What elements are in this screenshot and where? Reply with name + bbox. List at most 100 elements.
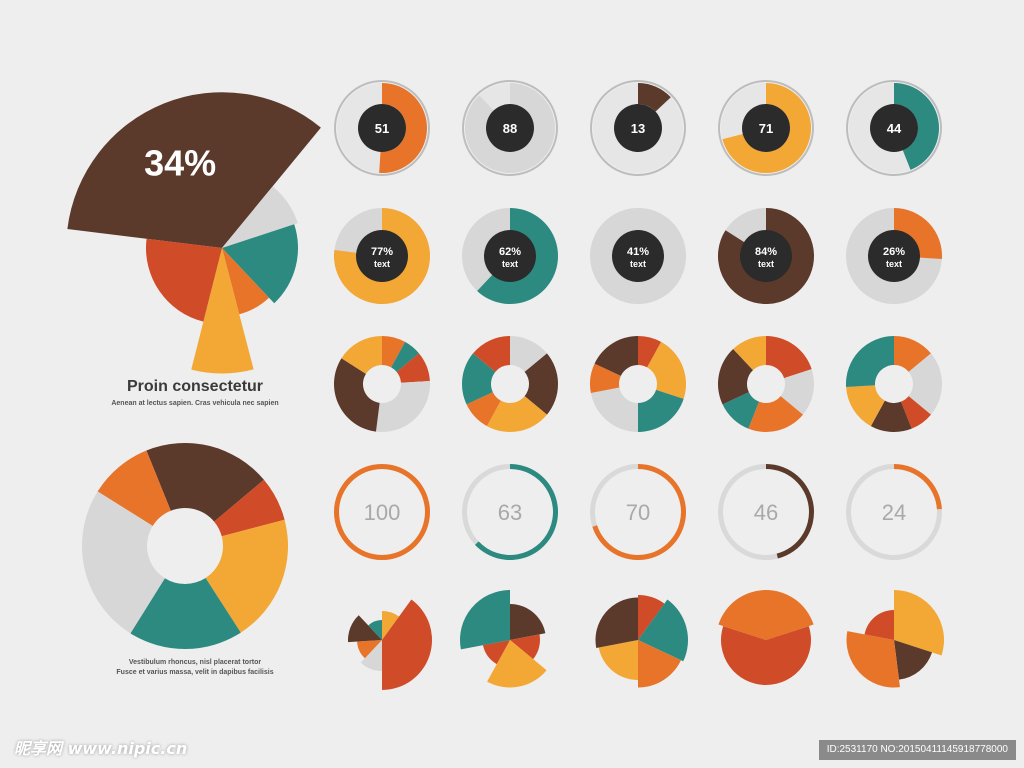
exploded-pie-slice-brown (595, 597, 638, 648)
exploded-pie-slice-red (638, 595, 665, 640)
segmented-donut-segment-gray (590, 387, 638, 432)
progress-ring-value-label: 46 (754, 500, 778, 525)
percent-donut-center (740, 230, 792, 282)
segmented-donut-segment-brown (524, 353, 558, 415)
segmented-donut-segment-brown (718, 349, 753, 405)
percent-donut-arc (717, 208, 814, 305)
numbered-donut-label: 13 (631, 121, 645, 136)
large-donut-caption-line2: Fusce et varius massa, velit in dapibus … (116, 669, 274, 676)
numbered-donut-center (486, 104, 534, 152)
exploded-pie-slice-orange (718, 590, 814, 640)
progress-ring-value-label: 63 (498, 500, 522, 525)
segmented-donut-segment-orange (590, 363, 621, 393)
numbered-donut-arc (894, 83, 940, 170)
numbered-donut-label: 51 (375, 121, 389, 136)
numbered-donut-arc (465, 83, 556, 173)
percent-donut-value-label: 77% (371, 246, 393, 258)
numbered-donut-outline (334, 80, 430, 176)
percent-donut-sublabel: text (630, 259, 646, 269)
featured-chart-subtitle: Aenean at lectus sapien. Cras vehicula n… (111, 400, 279, 407)
exploded-pie-slice-red (510, 634, 540, 660)
segmented-donut-segment-brown (594, 336, 638, 376)
large-donut-segment-orange (97, 450, 171, 526)
large-donut-caption-line1: Vestibulum rhoncus, nisl placerat tortor (128, 659, 262, 666)
percent-donut-arc (477, 208, 558, 304)
segmented-donut-segment-orange (894, 336, 931, 372)
large-donut-segment-brown (146, 442, 264, 522)
exploded-pie-slice-orange (357, 640, 382, 659)
percent-donut-center (356, 230, 408, 282)
progress-ring-value-label: 100 (364, 500, 401, 525)
featured-chart-title: Proin consectetur (126, 378, 264, 395)
numbered-donut-arc (379, 83, 427, 173)
progress-ring-arc (894, 464, 942, 510)
image-id-badge: ID:2531170 NO:20150411145918778000 (818, 740, 1016, 760)
progress-ring-value-label: 24 (882, 500, 906, 525)
featured-pie-slice-yellow (191, 248, 254, 374)
exploded-pie-slice-gray (360, 640, 382, 671)
segmented-donut-segment-gray (780, 369, 815, 415)
exploded-pie-slice-yellow (598, 640, 638, 680)
exploded-pie-slice-brown (510, 604, 546, 640)
watermark-logo: 昵享网 www.nipic.cn (14, 739, 188, 758)
progress-ring-value-label: 70 (626, 500, 650, 525)
percent-donut-center (484, 230, 536, 282)
segmented-donut-segment-yellow (647, 341, 687, 399)
percent-donut-center (868, 230, 920, 282)
featured-pie-slice-brown (67, 92, 321, 249)
numbered-donut-center (358, 104, 406, 152)
exploded-pie-slice-teal (368, 620, 382, 640)
progress-ring-arc (475, 464, 558, 560)
exploded-pie-slice-yellow (894, 590, 944, 656)
segmented-donut-segment-teal (391, 341, 419, 372)
large-donut-segment-gray (81, 491, 165, 634)
segmented-donut-segment-gray (375, 380, 430, 432)
percent-donut-value-label: 41% (627, 246, 649, 258)
exploded-pie-slice-red (864, 610, 894, 640)
featured-pie-slice-teal (222, 224, 298, 304)
large-donut-segment-teal (130, 577, 241, 650)
numbered-donut-arc (638, 83, 671, 112)
numbered-donut-outline (718, 80, 814, 176)
large-donut-segment-red (214, 479, 285, 537)
segmented-donut-segment-teal (722, 392, 760, 429)
segmented-donut-segment-yellow (846, 385, 885, 427)
percent-donut-value-label: 26% (883, 246, 905, 258)
segmented-donut-segment-red (900, 396, 931, 429)
exploded-pie-slice-red (721, 626, 811, 685)
percent-donut-sublabel: text (886, 259, 902, 269)
segmented-donut-segment-teal (638, 389, 684, 432)
percent-donut-sublabel: text (502, 259, 518, 269)
segmented-donut-segment-orange (466, 392, 501, 427)
featured-pie-slice-gray (222, 186, 298, 248)
percent-donut-sublabel: text (374, 259, 390, 269)
segmented-donut-segment-brown (870, 400, 912, 433)
large-donut-caption: Vestibulum rhoncus, nisl placerat tortor… (90, 658, 300, 678)
exploded-pie-slice-yellow (487, 640, 547, 688)
exploded-pie-slice-brown (347, 615, 382, 643)
numbered-donut-center (614, 104, 662, 152)
numbered-donut-center (742, 104, 790, 152)
featured-pie-value-label: 34% (144, 142, 216, 183)
numbered-donut-label: 88 (503, 121, 517, 136)
featured-pie-slice-red (146, 238, 222, 322)
exploded-pie-slice-red (482, 640, 510, 665)
segmented-donut-segment-brown (334, 358, 380, 432)
percent-donut-sublabel: text (758, 259, 774, 269)
exploded-pie-slice-yellow (382, 611, 400, 640)
segmented-donut-segment-red (766, 336, 812, 379)
segmented-donut-segment-gray (908, 353, 942, 415)
segmented-donut-segment-red (638, 336, 662, 368)
percent-donut-center (612, 230, 664, 282)
exploded-pie-slice-teal (460, 590, 510, 650)
percent-donut-arc (894, 208, 942, 260)
segmented-donut-segment-red (473, 336, 510, 372)
exploded-pie-slice-orange (638, 640, 681, 688)
numbered-donut-outline (462, 80, 558, 176)
segmented-donut-segment-orange (382, 336, 406, 368)
numbered-donut-label: 44 (887, 121, 902, 136)
numbered-donut-arc (722, 83, 812, 174)
segmented-donut-segment-yellow (341, 336, 382, 374)
exploded-pie-slice-brown (894, 640, 933, 680)
